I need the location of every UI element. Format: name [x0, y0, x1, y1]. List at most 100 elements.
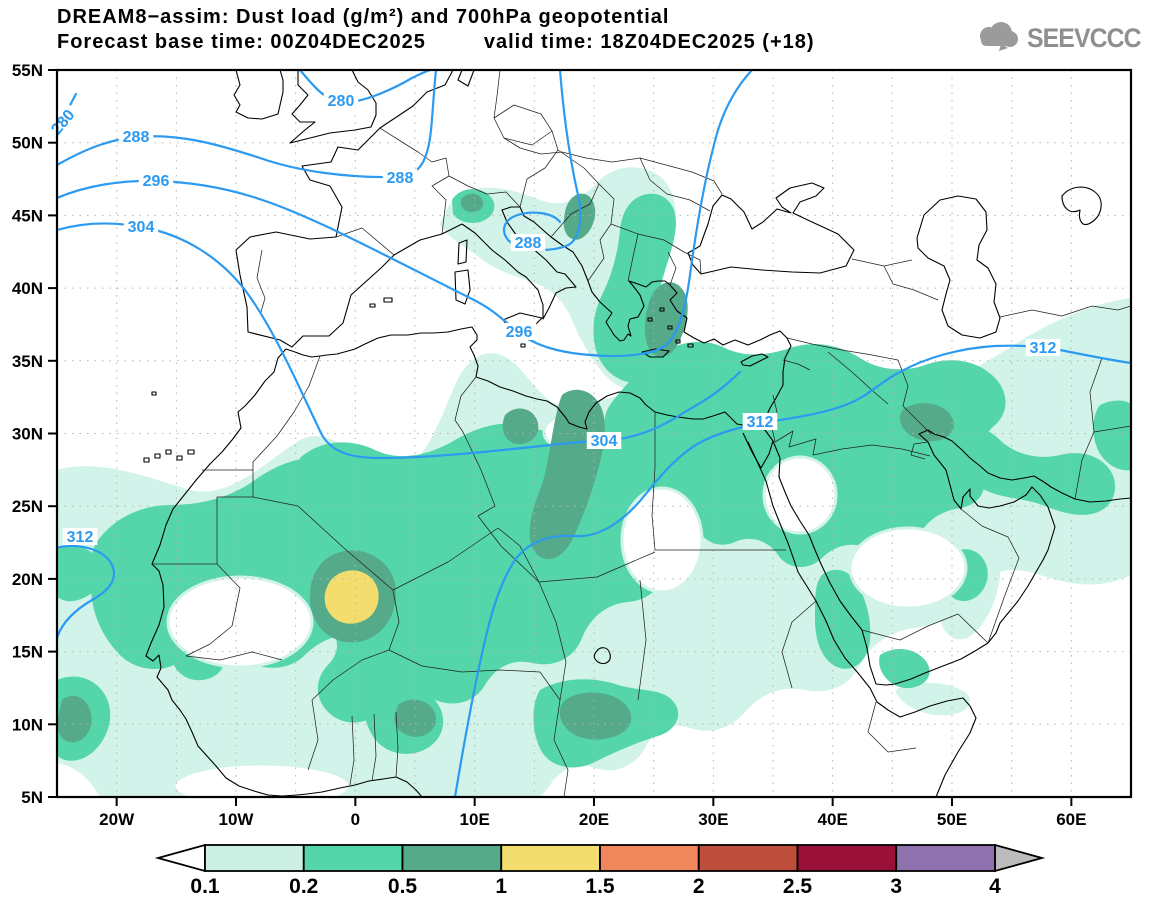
colorbar-label: 2.5 [783, 875, 813, 898]
contour-label-text: 296 [143, 173, 170, 190]
coast-ireland [233, 70, 284, 120]
contour-label: 280 [323, 92, 359, 110]
colorbar-label: 0.2 [289, 875, 318, 898]
colorbar-label: 4 [989, 875, 1001, 898]
coast-aral-sea [1061, 186, 1102, 226]
colorbar-segment [895, 844, 996, 872]
contour-label-text: 288 [387, 170, 414, 187]
contour-label: 288 [118, 128, 154, 146]
coast-black-sea [687, 182, 855, 275]
lon-tick-label: 50E [937, 810, 967, 829]
contour-labels: 280 280 288 288 288 296 296 304 304 312 312 312 [45, 92, 1061, 546]
coast-iran-gulf [933, 433, 1131, 503]
contour-label: 288 [510, 234, 546, 252]
colorbar-segment [401, 844, 503, 872]
contour-label-box [138, 172, 174, 189]
lat-tick-label: 55N [12, 61, 43, 80]
logo-text: SEEVCCC [1027, 22, 1142, 53]
coast-sinai [742, 429, 774, 469]
contour-label-box [62, 528, 98, 545]
coast-italy [461, 206, 577, 320]
island-cyprus [740, 353, 769, 367]
coast-west-africa [145, 348, 423, 797]
contour-label: 312 [62, 528, 98, 546]
dust-level-1 [324, 570, 379, 624]
contour-label-text: 304 [128, 219, 155, 236]
contour-label-box [45, 103, 81, 141]
title-block: DREAM8−assim: Dust load (g/m²) and 700hP… [57, 6, 815, 54]
lat-tick-label: 40N [12, 279, 43, 298]
island-crete [641, 348, 670, 358]
coast-balkans-greece [519, 206, 671, 342]
contour-label-text: 312 [747, 414, 774, 431]
lake-chad [593, 647, 611, 665]
contour-label-box [118, 128, 154, 145]
contour-label-text: 288 [123, 129, 150, 146]
colorbar-over-arrow [994, 843, 1046, 873]
contour-label-box [510, 234, 546, 251]
coast-arabia [772, 429, 1056, 686]
coast-west-europe [235, 70, 463, 348]
lon-tick-label: 20E [579, 810, 609, 829]
coast-britain [289, 70, 377, 144]
coast-denmark [457, 70, 475, 87]
contour-label: 296 [138, 172, 174, 190]
coast-mediterranean-south [285, 284, 792, 431]
contour-label: 312 [742, 413, 778, 431]
colorbar-label: 0.1 [190, 875, 220, 898]
lat-tick-label: 35N [12, 352, 43, 371]
contour-label-box [123, 218, 159, 235]
colorbar-label: 0.5 [388, 875, 418, 898]
lat-tick-label: 30N [12, 425, 43, 444]
contour-label-box [742, 413, 778, 430]
contour-label: 280 [45, 103, 81, 141]
colorbar-label: 2 [693, 875, 705, 898]
colorbar-segment [500, 844, 601, 872]
colorbar-label: 3 [890, 875, 902, 898]
contour-280-uk [298, 70, 432, 104]
island-sardinia [454, 269, 471, 305]
colorbar-segment [204, 844, 305, 872]
lat-tick-label: 10N [12, 715, 43, 734]
lon-tick-label: 0 [351, 810, 360, 829]
contour-label-box [501, 323, 537, 340]
axes: 20W 10W 0 10E 20E 30E 40E 50E 60E 55N 50N 45N 40N 35N… [12, 61, 1087, 829]
contour-label: 304 [586, 432, 622, 450]
lon-tick-label: 10W [219, 810, 255, 829]
colorbar-under-arrow [154, 843, 206, 873]
colorbar-segment [599, 844, 700, 872]
contour-label-text: 288 [515, 235, 542, 252]
header: DREAM8−assim: Dust load (g/m²) and 700hP… [0, 0, 1165, 64]
small-islands [143, 297, 694, 463]
lat-tick-label: 45N [12, 206, 43, 225]
contour-label-box [323, 92, 359, 109]
contour-312-main [453, 344, 1131, 797]
contour-label-box [382, 169, 418, 186]
contour-288-adriatic [502, 70, 582, 252]
contour-label: 296 [501, 323, 537, 341]
contour-label-box [1025, 339, 1061, 356]
chart-subtitle: Forecast base time: 00Z04DEC2025 valid ti… [57, 31, 815, 54]
forecast-base-time: Forecast base time: 00Z04DEC2025 [57, 31, 426, 53]
chart-title: DREAM8−assim: Dust load (g/m²) and 700hP… [57, 6, 670, 28]
valid-time: valid time: 18Z04DEC2025 (+18) [483, 31, 815, 53]
coast-caspian-sea [916, 195, 1001, 339]
colorbar-label: 1.5 [585, 875, 615, 898]
contour-label: 288 [382, 169, 418, 187]
colorbar-legend: 0.1 0.2 0.5 1 1.5 2 2.5 3 4 [154, 843, 1046, 898]
contour-label: 304 [123, 218, 159, 236]
contour-label-text: 312 [67, 529, 94, 546]
coast-red-sea-west-horn [747, 441, 977, 797]
lon-tick-label: 10E [460, 810, 490, 829]
lat-tick-label: 15N [12, 643, 43, 662]
contour-label-text: 312 [1030, 340, 1057, 357]
lat-tick-label: 20N [12, 570, 43, 589]
colorbar-segment [796, 844, 898, 872]
colorbar-segment [302, 844, 404, 872]
lat-tick-label: 5N [21, 788, 43, 807]
contour-label-text: 280 [328, 93, 355, 110]
contour-label-text: 304 [591, 433, 618, 450]
colorbar-segment [697, 844, 799, 872]
lat-tick-label: 50N [12, 134, 43, 153]
